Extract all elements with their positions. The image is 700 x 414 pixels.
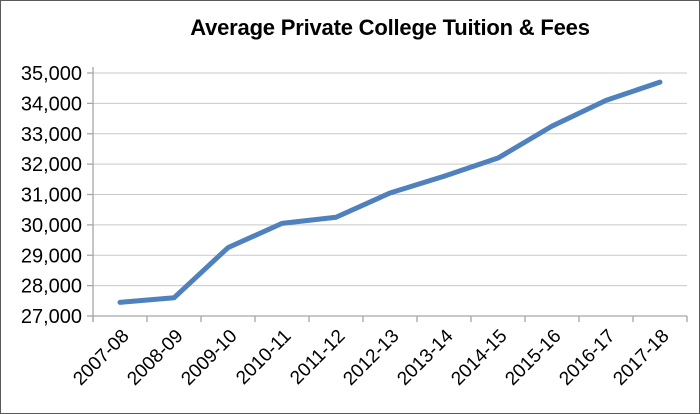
x-axis-label: 2012-13	[339, 326, 403, 390]
x-axis-label: 2016-17	[555, 326, 619, 390]
x-axis-label: 2007-08	[69, 326, 133, 390]
y-axis-label: 35,000	[21, 63, 82, 85]
y-axis-label: 32,000	[21, 154, 82, 176]
y-axis-label: 34,000	[21, 93, 82, 115]
x-axis-label: 2011-12	[286, 326, 349, 389]
data-line-tuition	[117, 79, 663, 305]
y-axis-label: 31,000	[21, 185, 82, 207]
y-axis-label: 33,000	[21, 124, 82, 146]
x-axis-label: 2014-15	[447, 326, 511, 390]
x-axis-label: 2008-09	[123, 326, 187, 390]
x-axis-label: 2015-16	[501, 326, 565, 390]
y-axis-label: 27,000	[21, 306, 82, 328]
chart-title: Average Private College Tuition & Fees	[190, 15, 590, 40]
y-axis-label: 28,000	[21, 276, 82, 298]
y-axis-label: 29,000	[21, 245, 82, 267]
x-axis-label: 2013-14	[393, 325, 457, 389]
y-axis-label: 30,000	[21, 215, 82, 237]
x-axis-label: 2010-11	[232, 326, 295, 389]
x-axis-label: 2009-10	[177, 326, 241, 390]
x-axis-label: 2017-18	[609, 326, 673, 390]
